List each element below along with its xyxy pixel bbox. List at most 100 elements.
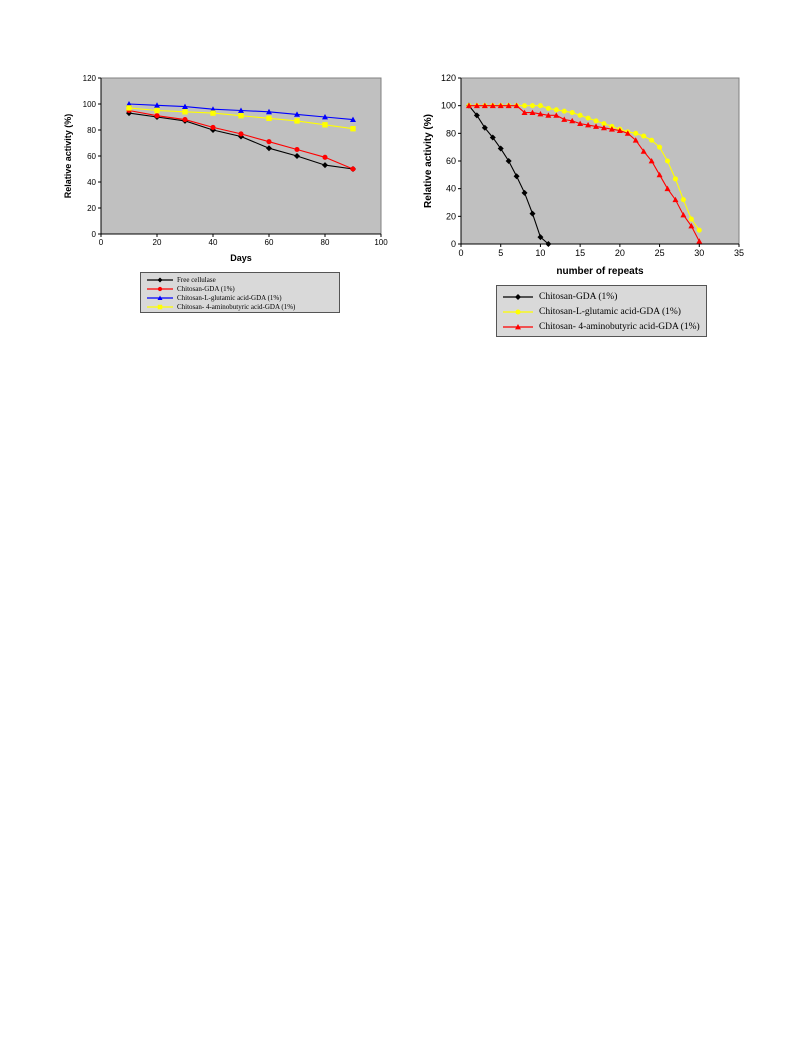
data-point <box>688 223 695 229</box>
data-point <box>569 117 576 124</box>
data-point <box>680 211 687 218</box>
data-point <box>322 162 328 169</box>
data-point <box>585 122 592 128</box>
data-point <box>489 102 496 109</box>
data-point <box>537 103 543 109</box>
data-point <box>545 112 552 118</box>
data-point <box>657 144 663 150</box>
x-tick-label: 100 <box>374 238 388 247</box>
legend-marker <box>157 295 163 300</box>
data-point <box>513 173 520 180</box>
y-tick-label: 40 <box>446 184 456 194</box>
data-point <box>545 241 552 247</box>
y-tick-label: 80 <box>87 126 96 135</box>
data-point <box>505 102 512 109</box>
data-point <box>294 153 300 159</box>
data-point <box>553 112 560 118</box>
x-tick-label: 60 <box>265 238 274 247</box>
data-point <box>473 112 480 119</box>
y-tick-label: 120 <box>83 74 97 83</box>
data-point <box>481 124 488 131</box>
data-point <box>601 121 607 127</box>
legend-swatch <box>147 295 173 300</box>
x-tick-label: 40 <box>209 238 218 247</box>
data-point <box>465 102 472 109</box>
y-tick-label: 20 <box>446 211 456 221</box>
legend-label: Chitosan-L-glutamic acid-GDA (1%) <box>539 306 681 317</box>
data-point <box>497 102 504 109</box>
x-tick-label: 0 <box>99 238 104 247</box>
y-tick-label: 0 <box>92 230 97 239</box>
data-point <box>577 120 584 127</box>
legend-item-free-cellulase: Free cellulase <box>147 275 333 284</box>
legend-marker <box>157 304 163 309</box>
series-chitosan-4-aminobutyric-acid-gda-1 <box>126 105 356 132</box>
y-tick-label: 0 <box>451 239 456 249</box>
legend-item-chitosan-l-glutamic-acid-gda-1: Chitosan-L-glutamic acid-GDA (1%) <box>147 293 333 302</box>
data-point <box>322 154 328 160</box>
legend-item-chitosan-gda-1: Chitosan-GDA (1%) <box>503 289 700 304</box>
data-point <box>154 102 160 108</box>
data-point <box>505 158 512 164</box>
data-point <box>126 105 132 111</box>
x-axis-label: number of repeats <box>556 266 644 277</box>
x-tick-label: 20 <box>153 238 162 247</box>
data-point <box>210 110 216 116</box>
data-point <box>624 130 631 136</box>
data-point <box>294 111 300 117</box>
data-point <box>481 102 488 109</box>
legend-swatch <box>503 293 533 300</box>
x-tick-label: 30 <box>694 248 704 258</box>
data-point <box>593 118 599 124</box>
data-point <box>182 117 188 123</box>
legend-label: Chitosan-GDA (1%) <box>539 291 618 302</box>
data-point <box>266 108 272 115</box>
data-point <box>294 118 300 124</box>
legend-swatch <box>503 323 533 329</box>
data-point <box>126 101 132 107</box>
legend-marker <box>515 323 521 329</box>
data-point <box>266 145 272 152</box>
data-point <box>640 148 647 154</box>
legend-marker <box>515 293 521 300</box>
data-point <box>521 103 528 109</box>
data-point <box>322 122 328 128</box>
data-point <box>537 110 544 117</box>
data-point <box>210 124 216 130</box>
legend-swatch <box>147 277 173 282</box>
legend-label: Chitosan-L-glutamic acid-GDA (1%) <box>177 293 282 302</box>
legend-item-chitosan-4-aminobutyric-acid-gda-1: Chitosan- 4-aminobutyric acid-GDA (1%) <box>147 302 333 311</box>
data-point <box>154 107 160 114</box>
legend-label: Free cellulase <box>177 275 216 284</box>
data-point <box>182 109 188 115</box>
x-tick-label: 25 <box>655 248 665 258</box>
plot-area <box>100 77 382 235</box>
y-tick-label: 60 <box>87 152 96 161</box>
data-point <box>577 112 583 118</box>
y-tick-label: 80 <box>446 128 456 138</box>
y-tick-label: 100 <box>83 100 97 109</box>
series-chitosan-l-glutamic-acid-gda-1 <box>126 101 356 122</box>
data-point <box>350 126 356 132</box>
x-tick-label: 35 <box>734 248 744 258</box>
data-point <box>294 146 300 153</box>
legend-marker <box>157 277 163 282</box>
x-tick-label: 80 <box>321 238 330 247</box>
legend-label: Chitosan- 4-aminobutyric acid-GDA (1%) <box>177 302 296 311</box>
legend-swatch <box>147 286 173 291</box>
data-point <box>266 115 272 121</box>
legend-marker <box>157 286 163 291</box>
data-point <box>238 113 244 119</box>
x-tick-label: 10 <box>535 248 545 258</box>
data-point <box>545 105 551 111</box>
data-point <box>641 133 647 139</box>
data-point <box>238 131 244 137</box>
data-point <box>529 210 536 217</box>
data-point <box>648 158 655 164</box>
data-point <box>553 107 559 113</box>
y-tick-label: 60 <box>446 156 456 166</box>
legend-swatch <box>503 308 533 315</box>
x-tick-label: 0 <box>458 248 463 258</box>
y-axis-label: Relative activity (%) <box>423 114 434 208</box>
data-point <box>672 176 679 182</box>
